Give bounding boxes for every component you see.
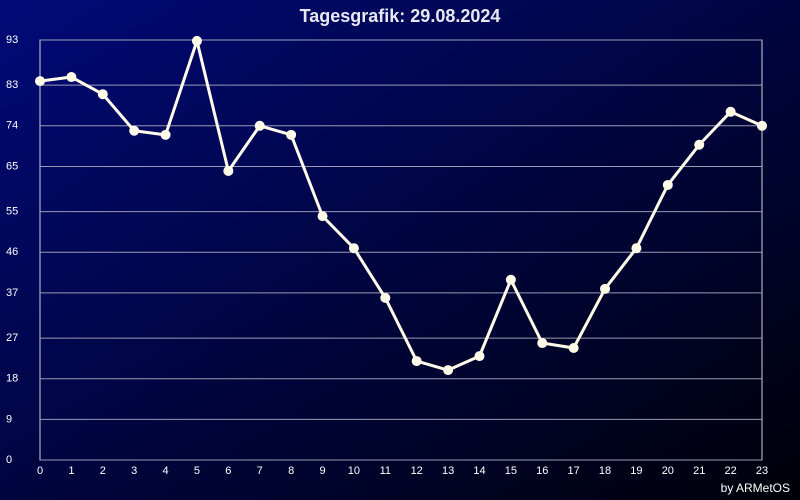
credit: by ARMetOS: [721, 481, 790, 495]
x-tick-label: 3: [131, 465, 137, 477]
data-point: [380, 292, 391, 303]
data-point: [631, 243, 642, 254]
y-tick-label: 74: [6, 120, 18, 132]
x-tick-label: 6: [225, 465, 231, 477]
x-tick-label: 5: [194, 465, 200, 477]
data-point: [757, 120, 767, 131]
y-tick-label: 93: [6, 34, 18, 46]
data-point: [694, 139, 705, 150]
x-tick-label: 22: [724, 465, 736, 477]
data-point: [662, 179, 673, 190]
x-tick-label: 8: [288, 465, 294, 477]
x-tick-label: 17: [568, 465, 580, 477]
data-point: [286, 129, 297, 140]
x-tick-label: 4: [163, 465, 169, 477]
data-point: [725, 106, 736, 117]
x-tick-label: 21: [693, 465, 705, 477]
y-tick-label: 65: [6, 160, 18, 172]
x-tick-label: 18: [599, 465, 611, 477]
x-tick-label: 7: [257, 465, 263, 477]
y-tick-label: 9: [6, 413, 12, 425]
x-tick-label: 9: [319, 465, 325, 477]
y-tick-label: 0: [6, 454, 12, 466]
data-point: [254, 120, 265, 131]
chart-title: Tagesgrafik: 29.08.2024: [300, 6, 501, 26]
data-point: [317, 211, 328, 222]
x-tick-label: 15: [505, 465, 517, 477]
data-point: [568, 343, 579, 353]
series-line: [39, 39, 763, 372]
x-tick-label: 19: [630, 465, 642, 477]
x-tick-label: 1: [68, 465, 74, 477]
x-tick-label: 14: [473, 465, 485, 477]
y-tick-label: 18: [6, 373, 18, 385]
x-tick-label: 11: [380, 465, 391, 477]
y-tick-label: 83: [6, 79, 18, 91]
data-point: [35, 76, 45, 87]
x-tick-label: 12: [411, 465, 423, 477]
x-tick-label: 0: [37, 465, 43, 477]
x-tick-label: 2: [100, 465, 106, 477]
x-tick-label: 10: [348, 465, 360, 477]
y-tick-label: 55: [6, 206, 18, 218]
y-tick-label: 27: [6, 332, 18, 344]
data-point: [97, 89, 108, 100]
data-point: [411, 356, 422, 367]
data-point: [223, 165, 234, 176]
data-point: [129, 125, 140, 136]
data-point: [600, 283, 611, 294]
data-point: [505, 274, 516, 285]
x-tick-label: 16: [536, 465, 548, 477]
data-point: [66, 72, 77, 83]
x-tick-label: 23: [756, 465, 768, 477]
data-point: [191, 35, 202, 46]
data-point: [160, 129, 171, 140]
x-tick-label: 13: [442, 465, 454, 477]
y-tick-label: 46: [6, 246, 18, 258]
data-point: [474, 351, 485, 362]
data-point: [443, 365, 454, 376]
data-point: [348, 243, 359, 254]
x-tick-label: 20: [662, 465, 674, 477]
y-tick-label: 37: [6, 287, 18, 299]
data-point: [537, 338, 548, 349]
